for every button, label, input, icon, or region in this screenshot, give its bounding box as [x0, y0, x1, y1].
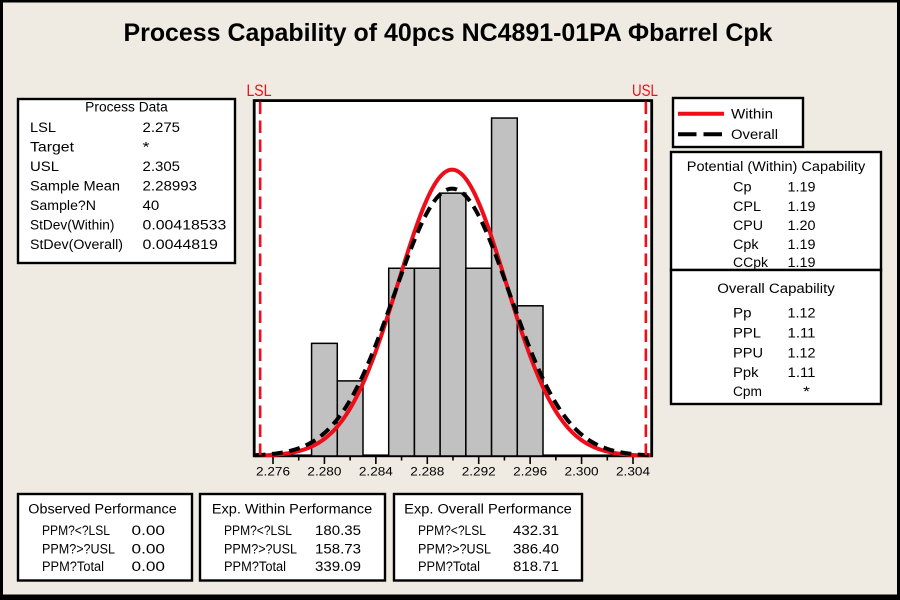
svg-text:1.11: 1.11: [788, 326, 816, 341]
svg-text:2.275: 2.275: [143, 120, 181, 135]
svg-text:1.19: 1.19: [788, 199, 816, 214]
svg-text:USL: USL: [632, 82, 658, 100]
svg-text:USL: USL: [30, 159, 60, 174]
svg-text:1.19: 1.19: [788, 180, 816, 195]
svg-text:2.276: 2.276: [256, 467, 290, 479]
svg-text:PPM?Total: PPM?Total: [224, 559, 286, 574]
svg-text:PPL: PPL: [733, 326, 762, 341]
svg-text:*: *: [803, 384, 811, 399]
svg-text:2.296: 2.296: [513, 467, 547, 479]
svg-text:2.304: 2.304: [616, 467, 651, 479]
svg-text:1.12: 1.12: [788, 306, 816, 321]
svg-text:2.28993: 2.28993: [143, 179, 198, 194]
svg-text:CCpk: CCpk: [733, 255, 768, 270]
svg-text:Overall Capability: Overall Capability: [717, 281, 835, 296]
svg-text:Potential (Within) Capability: Potential (Within) Capability: [687, 159, 866, 174]
svg-text:2.300: 2.300: [565, 467, 599, 479]
svg-text:2.288: 2.288: [410, 467, 444, 479]
svg-text:Pp: Pp: [733, 306, 752, 321]
svg-text:2.284: 2.284: [359, 467, 394, 479]
svg-text:1.11: 1.11: [788, 365, 816, 380]
svg-text:818.71: 818.71: [513, 559, 559, 574]
svg-text:Cp: Cp: [733, 180, 752, 195]
svg-text:40: 40: [143, 198, 160, 213]
svg-text:StDev(Overall): StDev(Overall): [30, 237, 123, 252]
svg-text:432.31: 432.31: [513, 523, 559, 538]
svg-text:Target: Target: [30, 140, 74, 155]
svg-text:1.19: 1.19: [788, 237, 816, 252]
svg-text:*: *: [143, 140, 151, 155]
svg-text:Process Capability of 40pcs NC: Process Capability of 40pcs NC4891-01PA …: [124, 19, 774, 47]
svg-text:386.40: 386.40: [513, 541, 559, 556]
svg-text:1.12: 1.12: [788, 346, 816, 361]
svg-text:PPU: PPU: [733, 346, 763, 361]
svg-text:StDev(Within): StDev(Within): [30, 218, 114, 233]
svg-text:PPM?<?LSL: PPM?<?LSL: [224, 523, 292, 538]
svg-text:LSL: LSL: [30, 120, 57, 135]
svg-text:158.73: 158.73: [315, 541, 361, 556]
svg-text:CPU: CPU: [733, 218, 763, 233]
svg-text:LSL: LSL: [247, 82, 272, 100]
svg-text:PPM?>?USL: PPM?>?USL: [418, 541, 491, 556]
svg-text:CPL: CPL: [733, 199, 762, 214]
svg-text:Sample Mean: Sample Mean: [30, 179, 120, 194]
svg-text:PPM?>?USL: PPM?>?USL: [224, 541, 297, 556]
svg-text:2.292: 2.292: [462, 467, 496, 479]
svg-text:0.00418533: 0.00418533: [143, 218, 227, 233]
svg-text:Ppk: Ppk: [733, 365, 759, 380]
svg-text:PPM?Total: PPM?Total: [42, 559, 104, 574]
svg-text:PPM?<?LSL: PPM?<?LSL: [418, 523, 486, 538]
svg-text:0.00: 0.00: [132, 523, 166, 538]
svg-text:2.305: 2.305: [143, 159, 181, 174]
svg-text:0.0044819: 0.0044819: [143, 237, 218, 252]
svg-text:0.00: 0.00: [132, 541, 166, 556]
svg-text:Exp. Within Performance: Exp. Within Performance: [212, 502, 372, 517]
svg-text:Exp. Overall Performance: Exp. Overall Performance: [404, 502, 572, 517]
svg-text:Overall: Overall: [731, 127, 778, 142]
svg-text:Cpm: Cpm: [733, 384, 762, 399]
svg-text:1.20: 1.20: [788, 218, 816, 233]
svg-text:PPM?>?USL: PPM?>?USL: [42, 541, 115, 556]
svg-text:339.09: 339.09: [315, 559, 361, 574]
svg-text:Within: Within: [731, 107, 773, 122]
svg-text:180.35: 180.35: [315, 523, 361, 538]
svg-text:2.280: 2.280: [307, 467, 341, 479]
svg-text:PPM?Total: PPM?Total: [418, 559, 480, 574]
svg-text:1.19: 1.19: [788, 255, 816, 270]
svg-text:PPM?<?LSL: PPM?<?LSL: [42, 523, 110, 538]
svg-text:0.00: 0.00: [132, 559, 166, 574]
svg-text:Process Data: Process Data: [85, 100, 168, 115]
svg-text:Observed Performance: Observed Performance: [28, 502, 176, 517]
svg-text:Sample?N: Sample?N: [30, 198, 96, 213]
svg-text:Cpk: Cpk: [733, 237, 759, 252]
